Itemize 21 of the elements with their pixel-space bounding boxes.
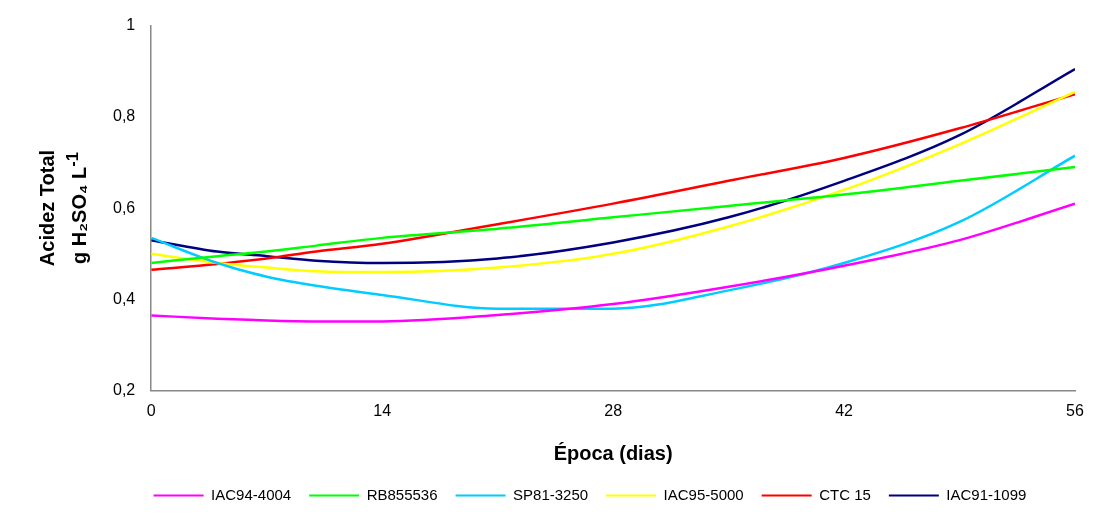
- line-series: [151, 165, 1075, 265]
- x-tick-label: 28: [604, 401, 623, 419]
- legend-label: SP81-3250: [513, 485, 589, 503]
- legend-label: IAC91-1099: [946, 485, 1027, 503]
- line-series: [151, 154, 1075, 310]
- y-tick-label: 0,6: [112, 198, 136, 216]
- x-tick-label: 14: [373, 401, 392, 419]
- legend-label: RB855536: [366, 485, 438, 503]
- line-series: [151, 67, 1075, 265]
- x-tick-label: 42: [835, 401, 854, 419]
- y-tick-label: 0,2: [112, 381, 136, 399]
- x-tick-label: 56: [1066, 401, 1084, 419]
- line-series: [151, 202, 1075, 323]
- legend-label: IAC95-5000: [663, 485, 744, 503]
- y-tick-label: 0,8: [112, 107, 136, 125]
- legend-label: IAC94-4004: [211, 485, 292, 503]
- x-axis-title: Época (dias): [553, 441, 673, 464]
- y-tick-label: 1: [126, 16, 136, 34]
- x-tick-label: 0: [146, 401, 156, 419]
- y-tick-label: 0,4: [112, 289, 136, 307]
- legend-label: CTC 15: [819, 485, 871, 503]
